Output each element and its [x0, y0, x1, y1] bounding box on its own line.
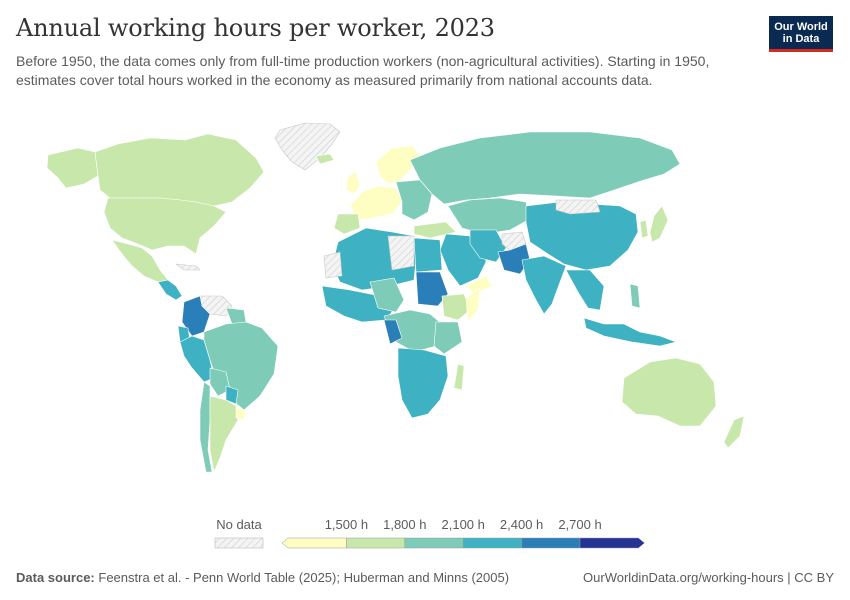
country-madagascar[interactable] [453, 363, 465, 391]
country-colombia[interactable] [181, 295, 211, 337]
legend-bin-label: 2,100 h [442, 517, 485, 532]
country-russia[interactable] [409, 131, 681, 205]
region-western-sahara[interactable] [323, 251, 343, 279]
legend-bin-swatch[interactable] [404, 537, 464, 549]
region-central-america[interactable] [157, 279, 183, 301]
legend-bin-swatch[interactable] [462, 537, 522, 549]
logo-line-1: Our World [774, 20, 828, 33]
country-uruguay[interactable] [235, 407, 247, 421]
country-brazil[interactable] [203, 321, 279, 411]
region-southeast-asia[interactable] [565, 269, 605, 311]
country-new-zealand[interactable] [723, 415, 745, 449]
color-legend: No data 1,500 h 1,800 h 2,100 h 2,400 h 2,70… [214, 517, 645, 549]
source-url[interactable]: OurWorldinData.org/working-hours | CC BY [583, 570, 834, 585]
region-southern-africa[interactable] [397, 347, 449, 419]
data-source-text: Feenstra et al. - Penn World Table (2025… [98, 570, 510, 585]
country-somalia[interactable] [465, 287, 481, 323]
country-usa[interactable] [103, 197, 227, 255]
country-bolivia[interactable] [209, 367, 231, 397]
legend-no-data[interactable]: No data [214, 517, 264, 549]
country-turkey[interactable] [413, 221, 457, 239]
country-iran[interactable] [469, 229, 507, 263]
country-ethiopia[interactable] [441, 293, 471, 321]
country-philippines[interactable] [629, 283, 641, 309]
region-scandinavia[interactable] [375, 145, 421, 185]
country-canada[interactable] [94, 133, 265, 207]
country-australia[interactable] [621, 357, 717, 427]
region-east-africa[interactable] [433, 321, 463, 355]
logo-line-2: in Data [782, 32, 820, 45]
country-indonesia[interactable] [583, 317, 677, 347]
region-central-asia[interactable] [447, 197, 529, 235]
region-uk-ireland[interactable] [345, 171, 361, 195]
country-india[interactable] [521, 255, 567, 315]
country-argentina[interactable] [209, 395, 239, 473]
country-egypt[interactable] [413, 237, 443, 273]
legend-bin-swatch[interactable] [579, 537, 645, 549]
legend-bin-label: 2,400 h [500, 517, 543, 532]
country-paraguay[interactable] [225, 385, 239, 405]
legend-bin-label: 1,800 h [383, 517, 426, 532]
footer: Data source: Feenstra et al. - Penn Worl… [16, 570, 834, 585]
legend-bins: 1,500 h 1,800 h 2,100 h 2,400 h 2,700 h [281, 517, 645, 549]
legend-no-data-label: No data [216, 517, 262, 532]
legend-bin-label: 2,700 h [558, 517, 601, 532]
country-japan[interactable] [649, 205, 669, 243]
chart-subtitle: Before 1950, the data comes only from fu… [16, 53, 710, 88]
region-congo[interactable] [383, 319, 403, 345]
data-source: Data source: Feenstra et al. - Penn Worl… [16, 570, 509, 585]
legend-bin-swatch[interactable] [281, 537, 347, 549]
region-iberia[interactable] [333, 213, 361, 235]
country-libya[interactable] [387, 235, 415, 271]
region-south-arabia[interactable] [465, 275, 493, 295]
region-sahel[interactable] [369, 277, 405, 313]
legend-bin-swatch[interactable] [346, 537, 406, 549]
region-korea[interactable] [639, 219, 649, 239]
country-alaska[interactable] [46, 147, 99, 189]
country-cuba[interactable] [175, 263, 201, 271]
country-iceland[interactable] [315, 153, 335, 165]
country-greenland[interactable] [274, 122, 341, 171]
legend-bin-swatch[interactable] [521, 537, 581, 549]
legend-bin-label: 1,500 h [325, 517, 368, 532]
region-guyanas[interactable] [225, 307, 247, 325]
country-mongolia[interactable] [555, 199, 601, 215]
data-source-label: Data source: [16, 570, 95, 585]
world-map [46, 122, 745, 473]
owid-logo[interactable]: Our World in Data [769, 16, 833, 52]
legend-no-data-swatch [214, 537, 264, 549]
chart-title: Annual working hours per worker, 2023 [16, 14, 495, 42]
